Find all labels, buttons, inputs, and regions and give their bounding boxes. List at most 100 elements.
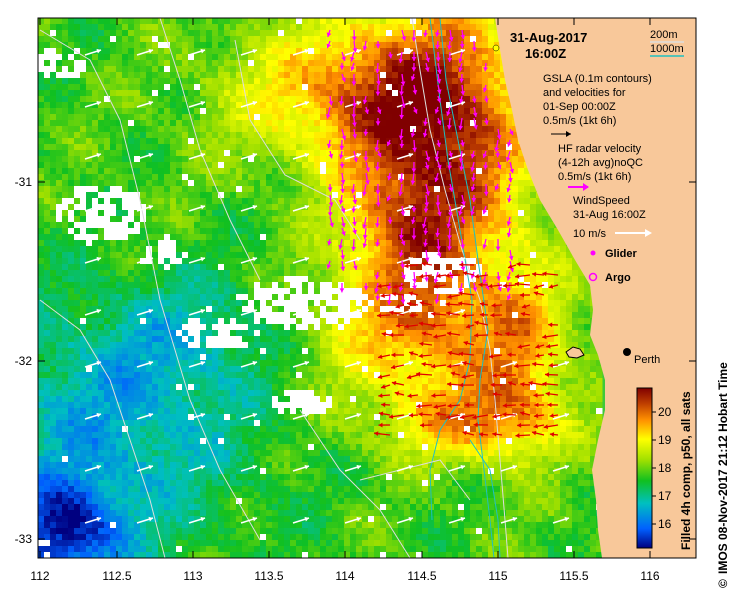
wind-arrow-head: [356, 516, 361, 522]
gsla-arrow-head: [549, 432, 555, 437]
hf-arrow-head: [374, 288, 380, 293]
hf-arrow-head: [424, 277, 429, 282]
x-tick-label: 114.5: [407, 569, 436, 583]
wind-arrow-head: [512, 464, 517, 470]
hf-arrow-head: [339, 100, 344, 106]
wind-legend-scale: 10 m/s: [573, 228, 607, 240]
wind-arrow-head: [356, 100, 361, 106]
wind-arrow-head: [356, 256, 361, 262]
hf-arrow-head: [352, 134, 358, 139]
wind-arrow-head: [96, 100, 101, 106]
gsla-arrow-head: [545, 391, 550, 397]
gsla-arrow-head: [514, 281, 520, 287]
gsla-arrow-head: [535, 344, 540, 349]
gsla-arrow-head: [433, 334, 438, 339]
gsla-arrow-head: [533, 423, 538, 429]
hf-arrow-head: [375, 223, 380, 228]
hf-arrow-head: [376, 81, 381, 86]
wind-arrow-head: [148, 204, 153, 210]
wind-arrow-head: [356, 48, 361, 54]
hf-arrow-head: [458, 125, 464, 130]
gsla-arrow-head: [491, 303, 496, 308]
wind-arrow-head: [564, 412, 569, 418]
wind-arrow-head: [252, 152, 257, 158]
gsla-scale-arrowhead: [566, 131, 571, 137]
gsla-arrow-head: [389, 332, 394, 338]
gsla-arrow-head: [473, 422, 478, 428]
gsla-arrow-head: [446, 414, 451, 420]
colorbar-caption: Filled 4h comp, p50, all sats: [679, 391, 693, 550]
gsla-arrow-head: [461, 374, 467, 379]
wind-arrow-head: [148, 256, 153, 262]
gsla-arrow-head: [542, 381, 547, 387]
gsla-arrow-head: [458, 351, 464, 357]
gsla-arrow-head: [419, 273, 424, 279]
plot-area: [38, 18, 696, 558]
wind-arrow-head: [252, 464, 257, 470]
gsla-arrow-head: [446, 331, 452, 337]
gsla-arrow-head: [419, 422, 425, 428]
hf-arrow-head: [325, 114, 331, 119]
title-date: 31-Aug-2017: [510, 30, 587, 45]
colorbar: 20 19 18 17 16: [636, 387, 672, 549]
hf-arrow-head: [339, 163, 345, 169]
wind-arrow-head: [96, 152, 101, 158]
gsla-arrow-head: [450, 371, 456, 377]
hf-radar-vectors: [325, 29, 515, 305]
gsla-arrow-head: [519, 292, 524, 298]
wind-arrow-head: [564, 360, 569, 366]
hf-arrow-head: [340, 266, 346, 271]
hf-arrow-head: [448, 187, 454, 192]
hf-arrow-head: [375, 296, 381, 301]
legend-1000m: 1000m: [650, 43, 684, 55]
hf-arrow-head: [413, 108, 418, 114]
wind-arrow-head: [408, 516, 413, 522]
hf-arrow-head: [506, 142, 512, 147]
y-tick-label: -31: [15, 175, 33, 189]
hf-arrow-head: [460, 244, 466, 249]
wind-arrow-head: [96, 412, 101, 418]
hf-arrow-head: [338, 199, 344, 205]
gsla-arrow-head: [520, 411, 525, 416]
hf-arrow-head: [399, 178, 404, 183]
wind-arrow-head: [304, 516, 309, 522]
gsla-arrow-head: [478, 432, 484, 437]
hf-legend-line1: HF radar velocity: [558, 143, 642, 155]
hf-arrow-head: [399, 91, 404, 96]
hf-arrow-head: [459, 166, 464, 171]
gsla-arrow-head: [445, 301, 450, 307]
wind-arrow-head: [460, 100, 465, 106]
hf-arrow-head: [435, 32, 440, 37]
hf-arrow-head: [400, 81, 406, 86]
bathymetry-contours: [39, 18, 509, 558]
gsla-arrow-head: [381, 402, 386, 408]
hf-arrow-head: [437, 69, 442, 74]
hf-arrow-head: [470, 167, 476, 172]
hf-arrow-head: [362, 224, 367, 229]
hf-arrow-head: [434, 299, 440, 304]
x-tick-label: 115: [488, 569, 507, 583]
hf-arrow-head: [376, 109, 382, 114]
colorbar-tick-label: 16: [658, 517, 672, 531]
hf-arrow-head: [436, 142, 441, 148]
hf-arrow-head: [458, 98, 464, 104]
gsla-arrow-head: [431, 393, 436, 398]
gsla-arrow-head: [493, 331, 499, 337]
hf-arrow-head: [341, 135, 347, 141]
hf-arrow-head: [496, 276, 501, 281]
gsla-arrow-head: [377, 374, 383, 380]
legend-200m: 200m: [650, 29, 678, 41]
gsla-arrow-head: [515, 274, 520, 279]
wind-arrow-head: [408, 360, 413, 366]
hf-arrow-head: [401, 103, 406, 108]
gsla-arrow-head: [474, 332, 479, 338]
hf-arrow-head: [326, 43, 332, 49]
gsla-arrow-head: [515, 433, 520, 438]
gsla-arrow-head: [548, 352, 553, 357]
hf-arrow-head: [423, 121, 428, 126]
gsla-arrow-head: [447, 294, 452, 300]
wind-scale-arrowhead: [645, 229, 652, 237]
hf-arrow-head: [425, 57, 430, 63]
gsla-arrow-head: [388, 414, 394, 419]
hf-arrow-head: [341, 56, 346, 61]
